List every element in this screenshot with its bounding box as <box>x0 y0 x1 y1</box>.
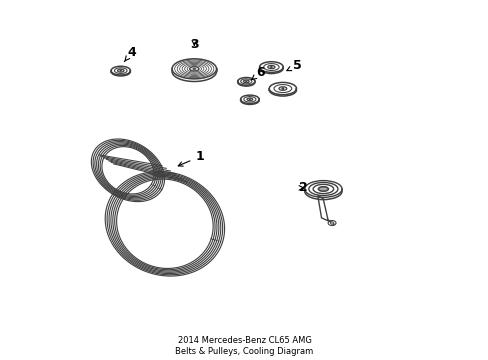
Ellipse shape <box>246 98 252 100</box>
Circle shape <box>281 87 284 90</box>
Circle shape <box>248 98 250 100</box>
Text: 2: 2 <box>299 181 307 194</box>
Ellipse shape <box>243 80 249 83</box>
Ellipse shape <box>189 67 199 71</box>
Ellipse shape <box>318 187 328 191</box>
Ellipse shape <box>267 66 274 69</box>
Ellipse shape <box>329 222 333 224</box>
Circle shape <box>269 66 272 68</box>
Text: 3: 3 <box>190 38 198 51</box>
Text: 1: 1 <box>178 150 203 166</box>
Text: 2014 Mercedes-Benz CL65 AMG
Belts & Pulleys, Cooling Diagram: 2014 Mercedes-Benz CL65 AMG Belts & Pull… <box>175 336 313 356</box>
Circle shape <box>245 80 247 82</box>
Ellipse shape <box>278 87 286 90</box>
Ellipse shape <box>192 68 195 69</box>
Ellipse shape <box>117 69 124 72</box>
Text: 6: 6 <box>251 66 264 80</box>
Text: 4: 4 <box>124 46 136 62</box>
Circle shape <box>120 69 122 72</box>
Text: 5: 5 <box>286 59 301 72</box>
